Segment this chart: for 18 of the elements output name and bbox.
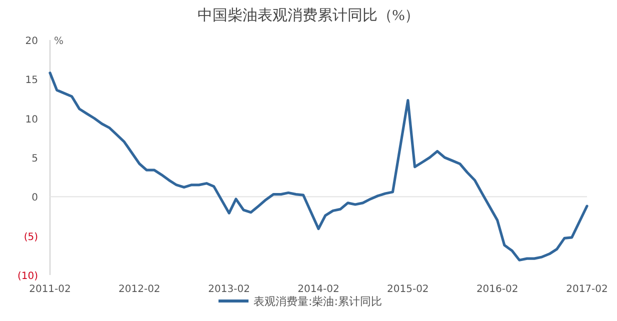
y-axis-title: %: [54, 36, 64, 47]
xtick: 2016-02: [476, 284, 518, 295]
y-tick-label: 15: [25, 75, 38, 86]
xtick: 2015-02: [387, 284, 429, 295]
legend-item: 表观消费量:柴油:累计同比: [218, 295, 382, 308]
y-tick-label: 5: [32, 154, 38, 164]
y-tick-label: 10: [25, 114, 38, 126]
xtick: 2014-02: [298, 284, 340, 295]
y-tick-label: 20: [25, 36, 38, 47]
xtick: 2017-02: [566, 284, 608, 295]
title: 中国柴油表观消费累计同比（%）: [197, 8, 420, 24]
legend-label: 表观消费量:柴油:累计同比: [254, 295, 382, 308]
xtick: 2012-02: [118, 284, 160, 295]
xtick: 2013-02: [208, 284, 250, 295]
xtick: 2011-02: [29, 284, 71, 295]
y-tick-label: (5): [24, 232, 38, 243]
y-tick-label: (10): [17, 271, 38, 282]
y-tick-label: 0: [32, 192, 38, 204]
